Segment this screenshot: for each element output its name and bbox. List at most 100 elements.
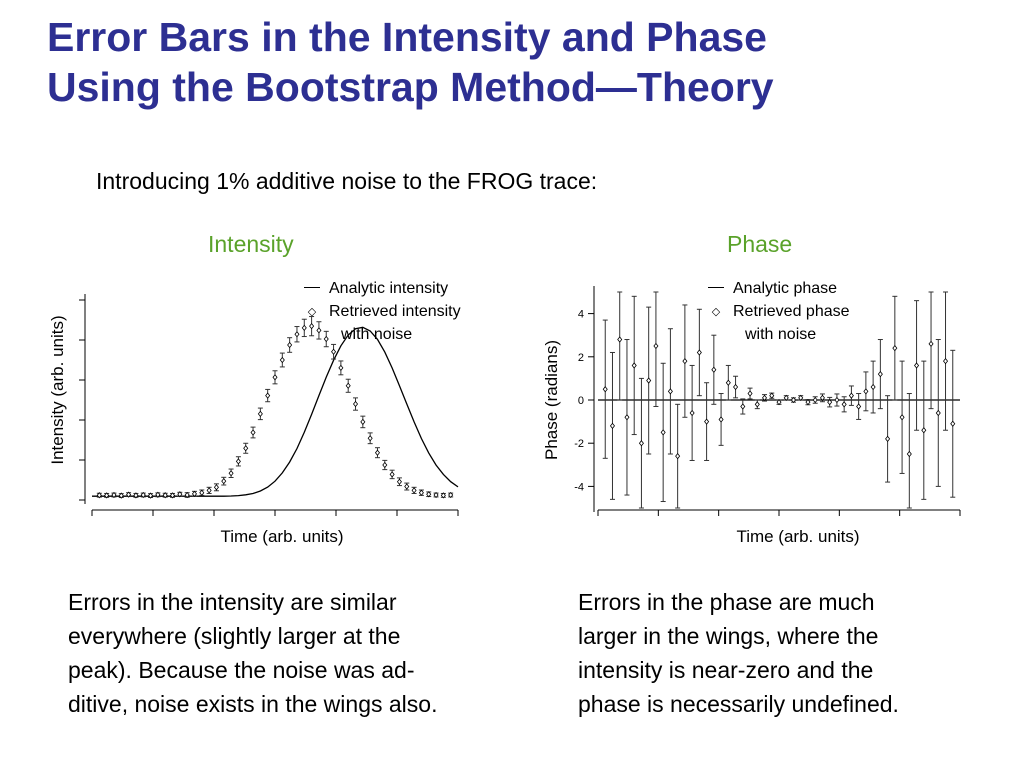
phase-data-point: [762, 394, 768, 401]
phase-data-point: [899, 414, 905, 421]
phase-data-point: [943, 357, 949, 365]
intensity-data-point: [323, 335, 329, 343]
intensity-data-point: [184, 491, 190, 499]
intensity-analytic-line: [92, 326, 459, 497]
intensity-data-point: [162, 492, 168, 499]
phase-data-point: [870, 383, 876, 391]
phase-data-point: [834, 396, 840, 404]
intensity-legend-marker-entry: ◇ Retrieved intensity: [308, 300, 461, 323]
phase-data-point: [689, 409, 695, 417]
phase-data-point: [653, 342, 659, 350]
intensity-data-point: [133, 492, 139, 499]
phase-legend-marker-entry: ◇ Retrieved phase: [712, 300, 850, 323]
intro-text: Introducing 1% additive noise to the FRO…: [96, 168, 598, 194]
intensity-data-point: [353, 400, 359, 408]
intensity-legend-marker-label: Retrieved intensity: [329, 303, 461, 320]
slide-title-line-1: Error Bars in the Intensity and Phase: [47, 14, 767, 60]
intensity-legend-marker-label-cont: with noise: [341, 326, 413, 343]
phase-data-point: [856, 403, 862, 410]
phase-data-point: [740, 403, 746, 410]
phase-data-point: [885, 435, 891, 443]
phase-data-point: [805, 399, 811, 406]
phase-y-tick-label: 4: [578, 309, 584, 321]
phase-data-point: [624, 414, 630, 421]
phase-data-point: [667, 388, 673, 395]
diamond-marker-icon: ◇: [711, 306, 721, 318]
phase-data-point: [848, 392, 854, 399]
phase-data-point: [704, 418, 710, 425]
phase-y-tick-label: 0: [578, 395, 584, 407]
phase-data-point: [914, 362, 920, 369]
intensity-data-point: [199, 489, 205, 496]
phase-y-tick-label: -4: [574, 481, 584, 493]
intensity-data-point: [104, 492, 110, 499]
intensity-data-point: [382, 461, 388, 469]
intensity-data-point: [140, 491, 146, 499]
intensity-data-point: [177, 491, 183, 498]
phase-chart-title: Phase: [727, 231, 793, 257]
intensity-data-point: [221, 478, 227, 485]
intensity-data-point: [287, 341, 293, 349]
phase-data-point: [798, 394, 804, 401]
phase-legend-marker-label-cont: with noise: [745, 326, 817, 343]
intensity-data-point: [265, 392, 271, 399]
phase-legend-line-label: Analytic phase: [733, 280, 838, 297]
intensity-legend: Analytic intensity ◇ Retrieved intensity…: [304, 277, 461, 346]
phase-data-point: [631, 362, 637, 369]
intensity-data-point: [272, 374, 278, 381]
intensity-data-point: [257, 410, 263, 417]
phase-data-point: [696, 349, 702, 356]
phase-data-point: [646, 377, 652, 384]
phase-data-point: [906, 450, 912, 458]
intensity-data-point: [331, 348, 337, 355]
slide-title: Error Bars in the Intensity and Phase Us…: [47, 12, 774, 112]
intensity-data-point: [389, 471, 395, 478]
phase-data-point: [935, 409, 941, 417]
intensity-data-point: [301, 324, 307, 332]
phase-data-point: [892, 345, 898, 352]
intensity-data-point: [228, 470, 234, 477]
intensity-data-point: [118, 492, 124, 499]
phase-data-point: [638, 440, 644, 447]
intensity-data-point: [148, 492, 154, 499]
slide-title-line-2: Using the Bootstrap Method—Theory: [47, 64, 774, 110]
phase-legend: Analytic phase ◇ Retrieved phase with no…: [708, 277, 850, 346]
intensity-data-point: [316, 327, 322, 334]
intensity-x-axis-label: Time (arb. units): [220, 527, 344, 546]
phase-data-point: [827, 399, 833, 406]
phase-data-point: [841, 401, 847, 408]
phase-data-point: [754, 401, 760, 408]
intensity-data-point: [448, 491, 454, 499]
phase-data-point: [790, 396, 796, 404]
phase-data-point: [660, 429, 666, 436]
intensity-data-point: [96, 492, 102, 499]
phase-y-tick-label: -2: [574, 438, 584, 450]
intensity-data-point: [279, 356, 285, 364]
phase-data-point: [783, 394, 789, 401]
phase-data-point: [609, 422, 615, 430]
intensity-data-point: [360, 418, 366, 426]
phase-data-point: [747, 390, 753, 397]
phase-data-point: [733, 383, 739, 391]
phase-legend-marker-label: Retrieved phase: [733, 303, 850, 320]
phase-data-point: [950, 420, 956, 427]
intensity-data-point: [126, 491, 132, 498]
phase-data-point: [819, 394, 825, 401]
intensity-data-point: [338, 364, 344, 372]
intensity-data-point: [374, 449, 380, 456]
phase-y-tick-label: 2: [578, 352, 584, 364]
intensity-legend-line-entry: Analytic intensity: [304, 277, 461, 300]
phase-data-point: [812, 396, 818, 404]
intensity-data-point: [309, 323, 315, 330]
intensity-chart-title: Intensity: [208, 231, 294, 257]
intensity-data-point: [155, 491, 161, 498]
intensity-caption: Errors in the intensity are similar ever…: [68, 589, 438, 717]
intensity-data-point: [235, 458, 241, 465]
intensity-data-point: [170, 492, 176, 499]
intensity-data-point: [213, 484, 219, 491]
diamond-marker-icon: ◇: [307, 306, 317, 318]
phase-data-point: [682, 357, 688, 365]
intensity-data-point: [433, 491, 439, 499]
intensity-data-point: [440, 492, 446, 499]
